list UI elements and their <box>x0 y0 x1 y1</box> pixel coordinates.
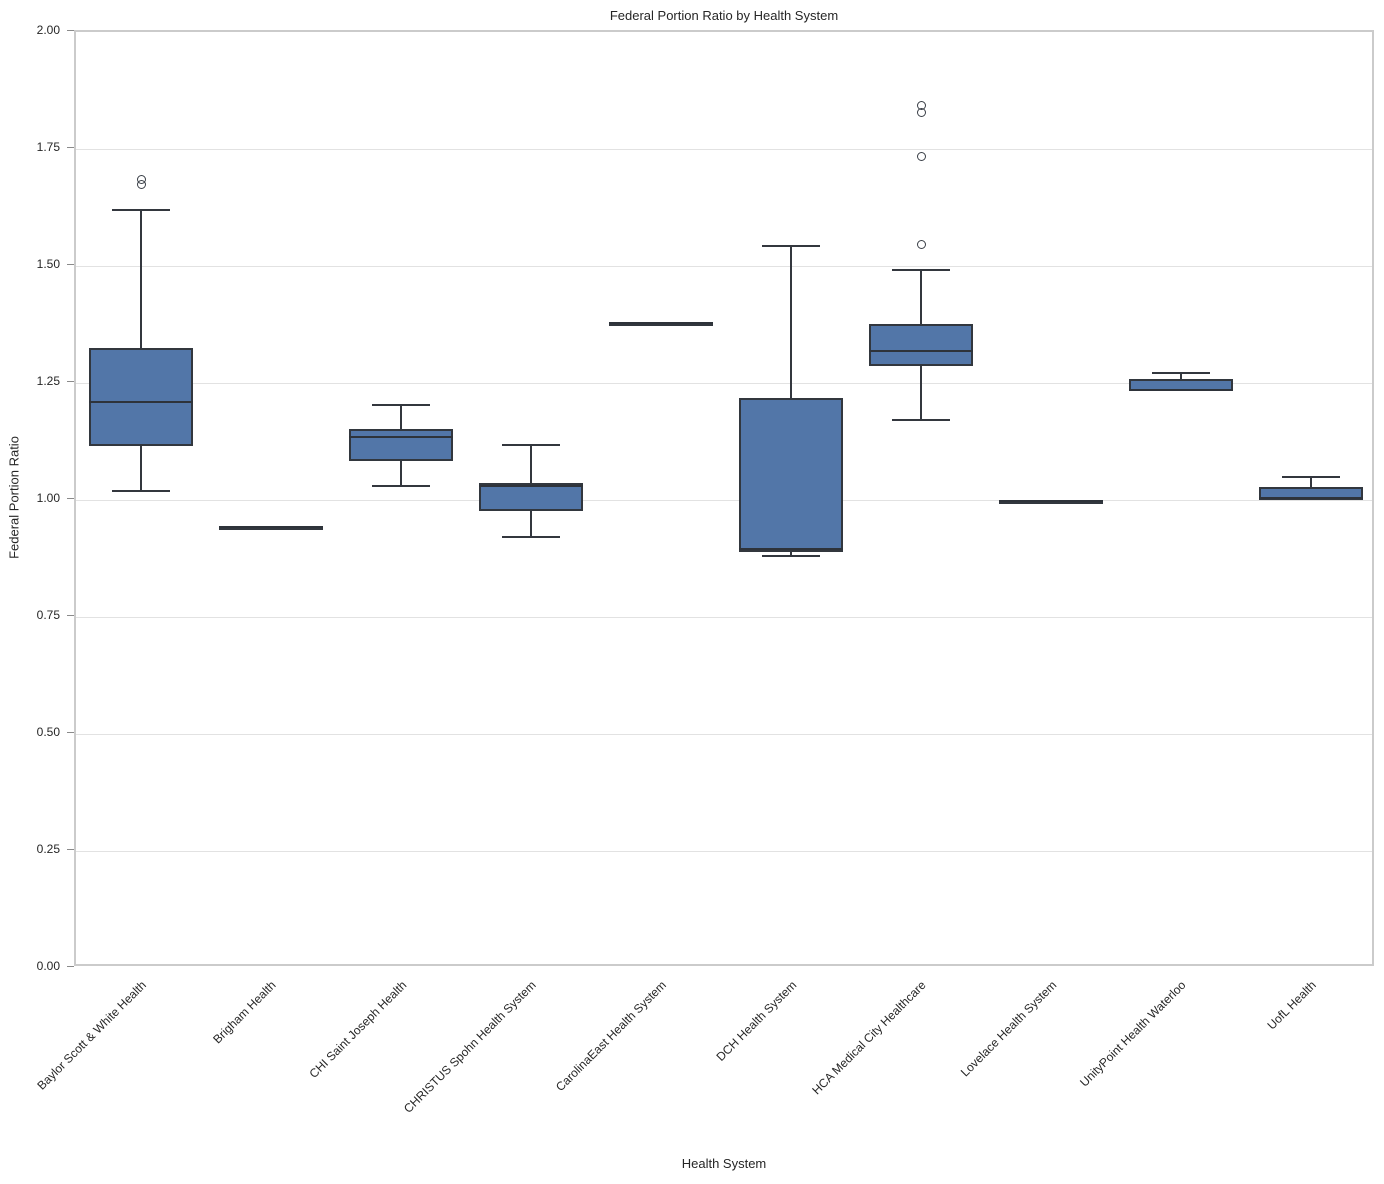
outlier-point <box>916 101 926 111</box>
y-tick-mark <box>67 147 74 148</box>
x-tick-label: CHI Saint Joseph Health <box>306 978 409 1081</box>
upper-whisker-cap <box>112 208 170 211</box>
box <box>869 323 973 367</box>
outlier-point <box>136 174 146 184</box>
y-tick-mark <box>67 732 74 733</box>
gridline <box>76 617 1372 618</box>
y-tick-mark <box>67 381 74 382</box>
box <box>479 482 583 512</box>
x-tick-label: Brigham Health <box>210 978 279 1047</box>
x-tick-label: CarolinaEast Health System <box>552 978 669 1095</box>
median-line <box>1129 388 1233 391</box>
lower-whisker <box>790 552 792 556</box>
lower-whisker-cap <box>762 554 820 557</box>
median-line <box>1259 497 1363 500</box>
upper-whisker <box>1180 372 1182 380</box>
gridline <box>76 149 1372 150</box>
y-tick-label: 1.75 <box>36 140 60 154</box>
median-line <box>869 350 973 353</box>
outlier-point <box>916 151 926 161</box>
x-tick-label: Baylor Scott & White Health <box>34 978 149 1093</box>
outlier-point <box>916 240 926 250</box>
median-line <box>739 548 843 551</box>
x-tick-label: DCH Health System <box>713 978 799 1064</box>
median-line <box>999 499 1103 502</box>
y-tick-mark <box>67 498 74 499</box>
median-line <box>609 321 713 324</box>
x-tick-label: CHRISTUS Spohn Health System <box>401 978 539 1116</box>
upper-whisker-cap <box>1282 476 1340 479</box>
x-tick-label: UnityPoint Health Waterloo <box>1077 978 1189 1090</box>
y-tick-label: 0.00 <box>36 959 60 973</box>
box <box>349 428 453 462</box>
y-tick-label: 0.25 <box>36 842 60 856</box>
median-line <box>349 435 453 438</box>
upper-whisker <box>920 269 922 324</box>
upper-whisker <box>1310 477 1312 487</box>
lower-whisker-cap <box>372 484 430 487</box>
box <box>739 397 843 553</box>
upper-whisker-cap <box>762 245 820 248</box>
gridline <box>76 851 1372 852</box>
gridline <box>76 734 1372 735</box>
upper-whisker <box>140 209 142 348</box>
lower-whisker <box>920 366 922 420</box>
y-tick-mark <box>67 30 74 31</box>
y-tick-mark <box>67 849 74 850</box>
upper-whisker <box>530 445 532 483</box>
upper-whisker <box>400 404 402 429</box>
upper-whisker-cap <box>892 268 950 271</box>
y-tick-label: 0.75 <box>36 608 60 622</box>
median-line <box>479 484 583 487</box>
lower-whisker-cap <box>112 489 170 492</box>
median-line <box>219 525 323 528</box>
y-tick-label: 1.00 <box>36 491 60 505</box>
x-tick-label: HCA Medical City Healthcare <box>809 978 929 1098</box>
upper-whisker-cap <box>372 403 430 406</box>
chart-title: Federal Portion Ratio by Health System <box>609 8 839 23</box>
gridline <box>76 266 1372 267</box>
lower-whisker-cap <box>502 535 560 538</box>
y-tick-label: 0.50 <box>36 725 60 739</box>
lower-whisker <box>400 461 402 486</box>
upper-whisker <box>790 246 792 398</box>
lower-whisker <box>140 446 142 491</box>
y-tick-label: 2.00 <box>36 23 60 37</box>
y-tick-mark <box>67 264 74 265</box>
y-tick-mark <box>67 966 74 967</box>
x-tick-label: UofL Health <box>1264 978 1319 1033</box>
median-line <box>89 400 193 403</box>
x-axis-label: Health System <box>681 1156 767 1171</box>
lower-whisker <box>530 511 532 537</box>
x-tick-label: Lovelace Health System <box>957 978 1059 1080</box>
upper-whisker-cap <box>502 444 560 447</box>
plot-area <box>74 30 1374 966</box>
lower-whisker-cap <box>892 418 950 421</box>
gridline <box>76 383 1372 384</box>
box <box>89 347 193 447</box>
gridline <box>76 500 1372 501</box>
y-tick-mark <box>67 615 74 616</box>
upper-whisker-cap <box>1152 371 1210 374</box>
y-tick-label: 1.25 <box>36 374 60 388</box>
y-tick-label: 1.50 <box>36 257 60 271</box>
